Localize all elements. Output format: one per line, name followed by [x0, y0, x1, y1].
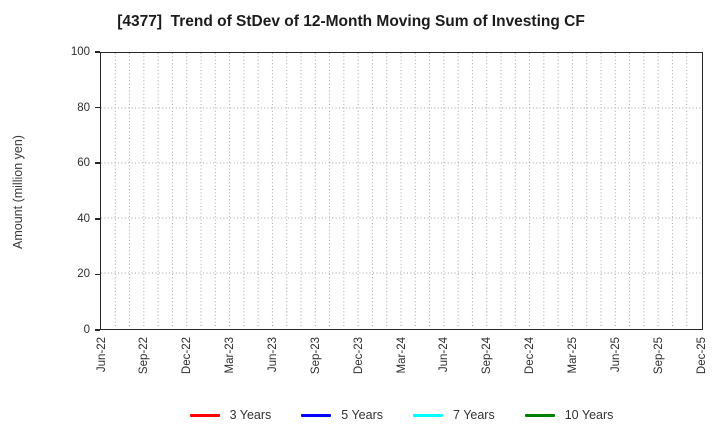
legend-item: 3 Years	[189, 408, 272, 422]
y-axis-label: Amount (million yen)	[11, 135, 25, 249]
x-tick-label: Jun-22	[95, 337, 108, 373]
x-tick-label: Sep-25	[652, 337, 665, 375]
x-tick-label: Mar-24	[395, 337, 408, 374]
legend-line-swatch	[301, 413, 332, 417]
x-tick-label: Sep-23	[309, 337, 322, 375]
y-tick-mark	[95, 51, 100, 53]
grid-icon	[101, 53, 701, 328]
y-tick-label: 100	[70, 46, 90, 58]
legend-line-swatch	[189, 413, 220, 417]
x-tick-label: Sep-22	[138, 337, 151, 375]
x-tick-label: Dec-24	[524, 337, 537, 375]
x-tick-label: Mar-23	[224, 337, 237, 374]
x-tick-label: Jun-25	[609, 337, 622, 373]
y-tick-mark	[95, 106, 100, 109]
y-tick-label: 0	[83, 324, 90, 336]
x-tick-label: Jun-24	[438, 337, 451, 373]
x-tick-label: Jun-23	[266, 337, 279, 373]
legend-label: 10 Years	[564, 408, 614, 422]
legend-line-swatch	[413, 413, 444, 417]
y-tick-mark	[95, 329, 100, 331]
y-tick-mark	[95, 218, 100, 220]
legend-label: 7 Years	[453, 408, 495, 422]
x-tick-label: Dec-22	[181, 337, 194, 375]
x-tick-label: Sep-24	[481, 337, 494, 375]
legend-label: 3 Years	[229, 408, 272, 422]
legend: 3 Years 5 Years 7 Years 10 Years	[100, 403, 703, 427]
legend-item: 10 Years	[524, 408, 614, 422]
y-tick-label: 80	[77, 101, 90, 114]
legend-item: 5 Years	[301, 408, 383, 422]
legend-item: 7 Years	[413, 408, 495, 422]
plot-area	[100, 52, 703, 330]
y-tick-mark	[95, 162, 100, 164]
y-tick-label: 40	[77, 212, 90, 225]
legend-label: 5 Years	[341, 408, 384, 422]
y-tick-label: 60	[77, 157, 90, 170]
chart-title: [4377] Trend of StDev of 12-Month Moving…	[117, 13, 585, 30]
x-tick-label: Dec-25	[695, 337, 708, 375]
x-tick-label: Dec-23	[352, 337, 365, 375]
x-tick-label: Mar-25	[566, 337, 579, 374]
y-tick-mark	[95, 273, 100, 276]
y-tick-label: 20	[77, 268, 90, 281]
legend-line-swatch	[524, 413, 555, 417]
